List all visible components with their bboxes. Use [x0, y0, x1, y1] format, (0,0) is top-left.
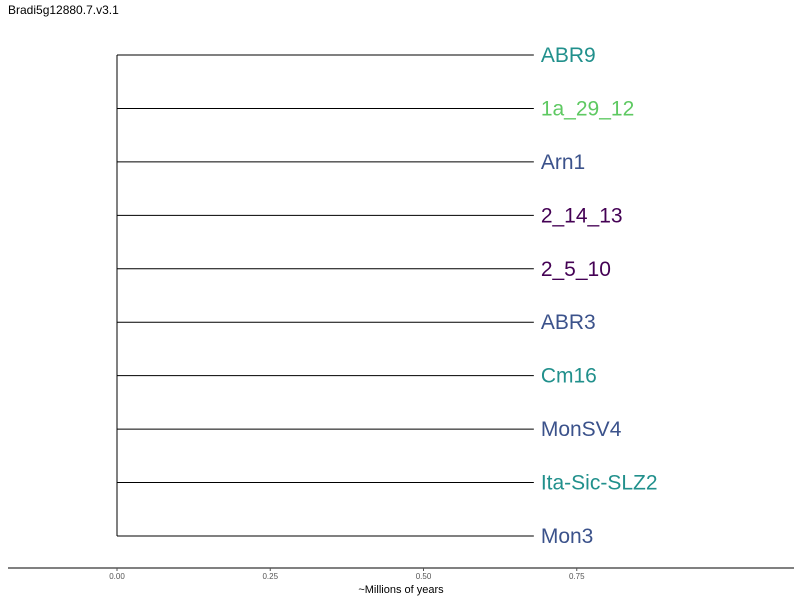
x-axis-ticks: 0.00 0.25 0.50 0.75 [109, 568, 585, 581]
leaf-labels: ABR9 1a_29_12 Arn1 2_14_13 2_5_10 ABR3 Cm16 Mon… [541, 44, 658, 548]
leaf-label: Arn1 [541, 151, 585, 174]
leaf-label: Mon3 [541, 525, 594, 548]
x-tick-label: 0.50 [416, 572, 432, 581]
leaf-label: 1a_29_12 [541, 97, 634, 120]
leaf-label: MonSV4 [541, 418, 622, 441]
x-axis-label: ~Millions of years [358, 584, 444, 596]
x-axis: 0.00 0.25 0.50 0.75 ~Millions of years [8, 567, 794, 596]
leaf-label: Ita-Sic-SLZ2 [541, 472, 658, 495]
tree-branches [116, 54, 534, 537]
x-tick-label: 0.75 [569, 572, 585, 581]
leaf-label: 2_14_13 [541, 204, 623, 227]
x-tick-label: 0.25 [262, 572, 278, 581]
x-tick-label: 0.00 [109, 572, 125, 581]
leaf-label: ABR3 [541, 311, 596, 334]
leaf-label: ABR9 [541, 44, 596, 67]
leaf-label: Cm16 [541, 365, 597, 388]
leaf-label: 2_5_10 [541, 258, 611, 281]
chart-title: Bradi5g12880.7.v3.1 [8, 3, 119, 17]
